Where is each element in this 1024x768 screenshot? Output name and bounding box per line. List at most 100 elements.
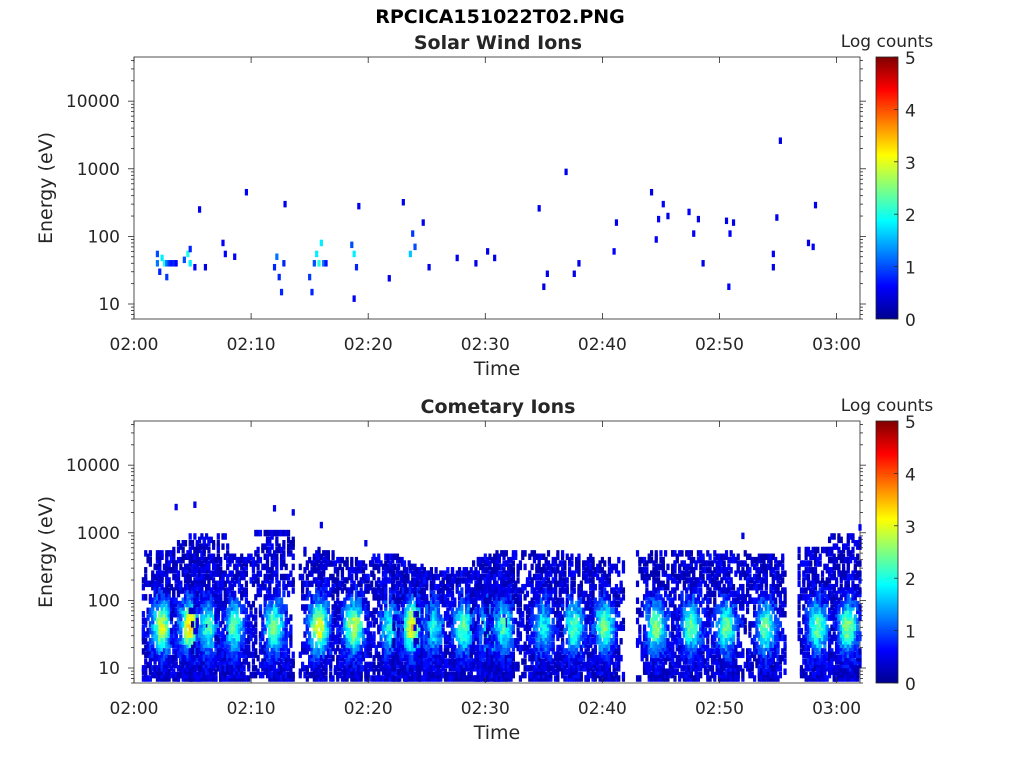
heatmap-cell <box>500 587 504 594</box>
heatmap-cell <box>326 648 330 655</box>
heatmap-cell <box>395 634 400 642</box>
heatmap-cell <box>565 607 569 615</box>
heatmap-cell <box>167 550 171 557</box>
heatmap-cell <box>450 583 455 591</box>
heatmap-cell <box>411 631 415 638</box>
heatmap-cell <box>289 634 293 642</box>
heatmap-cell <box>186 600 190 608</box>
heatmap-cell <box>162 607 167 615</box>
heatmap-cell <box>392 577 396 584</box>
heatmap-cell <box>219 560 223 567</box>
heatmap-cell <box>153 580 157 588</box>
heatmap-cell <box>469 654 473 662</box>
heatmap-cell <box>251 560 256 567</box>
heatmap-cell <box>446 671 450 679</box>
heatmap-cell <box>233 594 237 601</box>
heatmap-cell <box>464 600 469 608</box>
heatmap-cell <box>476 614 480 621</box>
heatmap-cell <box>165 668 169 675</box>
heatmap-cell <box>443 631 448 638</box>
heatmap-cell <box>436 590 441 598</box>
heatmap-cell <box>268 583 272 591</box>
heatmap-cell <box>467 671 471 679</box>
heatmap-cell <box>413 651 417 659</box>
heatmap-cell <box>469 648 473 655</box>
heatmap-cell <box>197 206 202 213</box>
heatmap-cell <box>413 658 417 665</box>
heatmap-cell <box>228 594 232 601</box>
heatmap-cell <box>415 573 419 581</box>
heatmap-cell <box>401 607 405 615</box>
heatmap-cell <box>425 577 429 584</box>
heatmap-cell <box>190 583 195 591</box>
heatmap-cell <box>464 651 469 659</box>
heatmap-cell <box>556 610 560 618</box>
heatmap-cell <box>497 594 501 601</box>
heatmap-cell <box>546 590 551 598</box>
heatmap-cell <box>188 631 192 638</box>
heatmap-cell <box>174 573 178 581</box>
heatmap-cell <box>462 641 466 648</box>
heatmap-cell <box>197 658 202 665</box>
heatmap-cell <box>406 651 410 659</box>
heatmap-cell <box>254 651 258 659</box>
heatmap-cell <box>240 607 244 615</box>
heatmap-cell <box>169 567 174 574</box>
heatmap-cell <box>457 627 462 635</box>
heatmap-cell <box>146 661 150 669</box>
heatmap-cell <box>322 614 326 621</box>
heatmap-cell <box>563 563 567 571</box>
heatmap-cell <box>270 658 274 665</box>
heatmap-cell <box>471 661 476 669</box>
heatmap-cell <box>291 675 295 682</box>
heatmap-cell <box>155 675 160 682</box>
heatmap-cell <box>162 641 167 648</box>
heatmap-cell <box>518 560 523 567</box>
heatmap-cell <box>443 651 448 659</box>
heatmap-cell <box>144 668 148 675</box>
heatmap-cell <box>336 665 340 672</box>
heatmap-cell <box>174 648 178 655</box>
heatmap-cell <box>151 624 155 632</box>
heatmap-cell <box>228 597 232 604</box>
heatmap-cell <box>176 587 181 594</box>
heatmap-cell <box>162 587 167 594</box>
heatmap-cell <box>493 560 497 567</box>
heatmap-cell <box>401 668 405 675</box>
heatmap-cell <box>336 671 340 679</box>
heatmap-cell <box>228 651 232 659</box>
heatmap-cell <box>169 583 174 591</box>
heatmap-cell <box>195 590 199 598</box>
heatmap-cell <box>479 583 483 591</box>
heatmap-cell <box>146 651 150 659</box>
heatmap-cell <box>495 600 499 608</box>
x-tick-label: 02:30 <box>461 335 510 355</box>
heatmap-cell <box>197 624 202 632</box>
x-axis-label: Time <box>473 358 521 380</box>
heatmap-cell <box>464 661 469 669</box>
heatmap-cell <box>500 654 504 662</box>
heatmap-cell <box>151 641 155 648</box>
heatmap-cell <box>141 668 145 675</box>
heatmap-cell <box>169 665 174 672</box>
heatmap-cell <box>324 556 328 564</box>
heatmap-cell <box>226 634 230 642</box>
heatmap-cell <box>422 668 426 675</box>
heatmap-cell <box>301 665 305 672</box>
panel-cometary-ions: 02:00 02:10 02:20 02:30 02:40 02:50 03:00Time1… <box>35 396 933 744</box>
heatmap-cell <box>511 570 515 577</box>
heatmap-cell <box>558 610 562 618</box>
heatmap-cell <box>317 570 321 577</box>
heatmap-cell <box>268 550 272 557</box>
heatmap-cell <box>379 658 383 665</box>
heatmap-cell <box>429 671 434 679</box>
heatmap-cell <box>340 641 345 648</box>
heatmap-cell <box>148 550 152 557</box>
heatmap-cell <box>190 631 195 638</box>
heatmap-cell <box>169 671 174 679</box>
heatmap-cell <box>188 604 192 611</box>
heatmap-cell <box>240 604 244 611</box>
heatmap-cell <box>388 560 393 567</box>
heatmap-cell <box>235 577 239 584</box>
heatmap-cell <box>474 594 478 601</box>
